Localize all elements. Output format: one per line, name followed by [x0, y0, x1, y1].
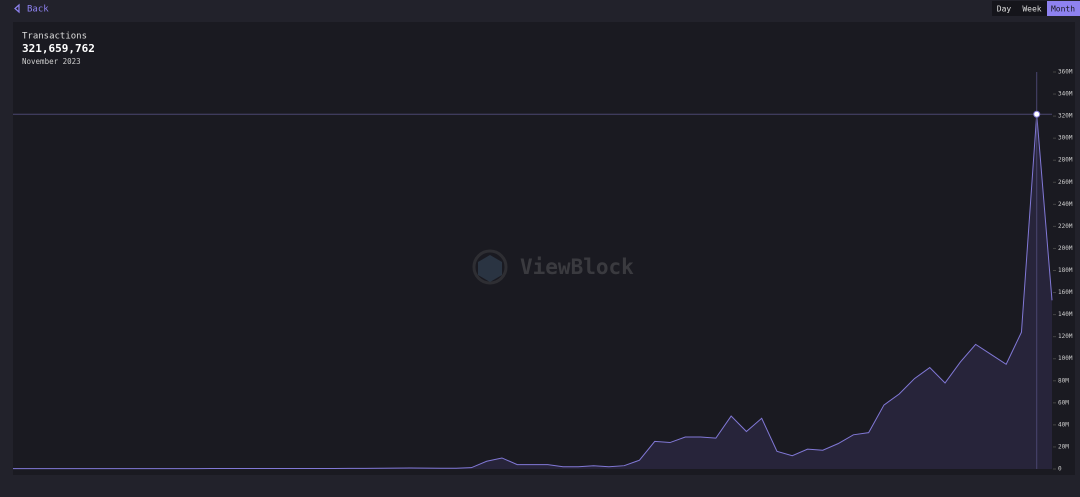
y-tick-label: 340M	[1058, 91, 1073, 98]
series-name: Transactions	[22, 32, 87, 42]
y-tick-label: 240M	[1058, 201, 1073, 208]
y-tick-label: 320M	[1058, 113, 1073, 120]
hover-value: 321,659,762	[22, 42, 95, 55]
y-tick-label: 60M	[1058, 399, 1069, 406]
y-tick-label: 180M	[1058, 267, 1073, 274]
watermark-cube	[478, 255, 502, 282]
y-tick-label: 20M	[1058, 443, 1069, 450]
back-icon	[14, 3, 20, 14]
back-label: Back	[27, 5, 49, 15]
range-active	[1047, 1, 1080, 16]
hover-date: November 2023	[22, 57, 81, 66]
y-tick-label: 220M	[1058, 223, 1073, 230]
watermark: ViewBlock	[472, 249, 634, 285]
hover-point	[1033, 110, 1041, 118]
area-line	[13, 114, 1053, 470]
range-button[interactable]: Month	[1051, 5, 1075, 14]
y-tick-label: 140M	[1058, 311, 1073, 318]
range-button[interactable]: Day	[997, 5, 1012, 14]
y-tick-label: 100M	[1058, 355, 1073, 362]
y-tick-label: 120M	[1058, 333, 1073, 340]
y-tick-label: 280M	[1058, 157, 1073, 164]
y-tick-label: 300M	[1058, 135, 1073, 142]
y-tick-label: 0	[1058, 466, 1062, 473]
back-button[interactable]: Back	[14, 3, 49, 15]
y-tick-label: 160M	[1058, 289, 1073, 296]
area-fill	[13, 114, 1052, 469]
y-tick-label: 40M	[1058, 421, 1069, 428]
y-tick-label: 260M	[1058, 179, 1073, 186]
y-tick-label: 80M	[1058, 377, 1069, 384]
range-switch	[992, 1, 1047, 16]
range-button[interactable]: Week	[1022, 5, 1041, 14]
watermark-text: ViewBlock	[520, 255, 634, 279]
watermark-logo	[472, 249, 508, 285]
y-tick-label: 360M	[1058, 69, 1073, 76]
y-tick-label: 200M	[1058, 245, 1073, 252]
